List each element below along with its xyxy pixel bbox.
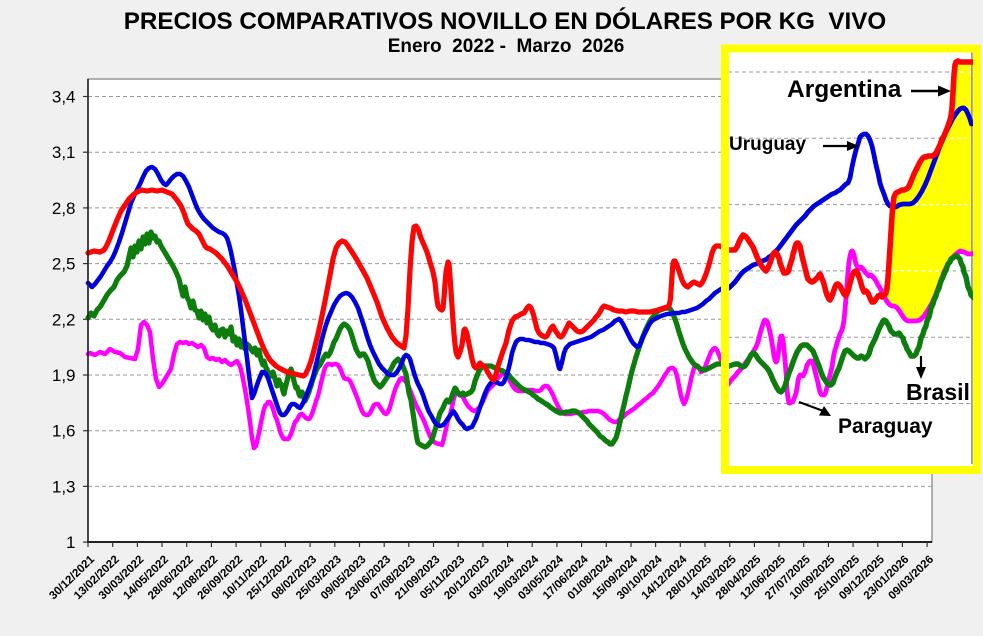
svg-text:Paraguay: Paraguay [838,415,933,438]
svg-text:1,6: 1,6 [52,422,76,441]
svg-text:3,4: 3,4 [52,88,76,107]
svg-text:Enero 2022 - Marzo 2026: Enero 2022 - Marzo 2026 [388,36,625,57]
svg-text:2,8: 2,8 [52,199,76,218]
svg-text:2,5: 2,5 [52,255,76,274]
svg-text:2,2: 2,2 [52,310,76,329]
svg-text:1,3: 1,3 [52,477,76,496]
svg-text:Uruguay: Uruguay [729,134,807,155]
svg-text:1,9: 1,9 [52,366,76,385]
svg-text:Argentina: Argentina [787,76,902,103]
svg-text:1: 1 [66,533,75,552]
svg-text:Brasil: Brasil [906,379,970,405]
svg-text:3,1: 3,1 [52,143,76,162]
svg-text:PRECIOS COMPARATIVOS NOVILLO E: PRECIOS COMPARATIVOS NOVILLO EN DÓLARES … [124,7,886,35]
